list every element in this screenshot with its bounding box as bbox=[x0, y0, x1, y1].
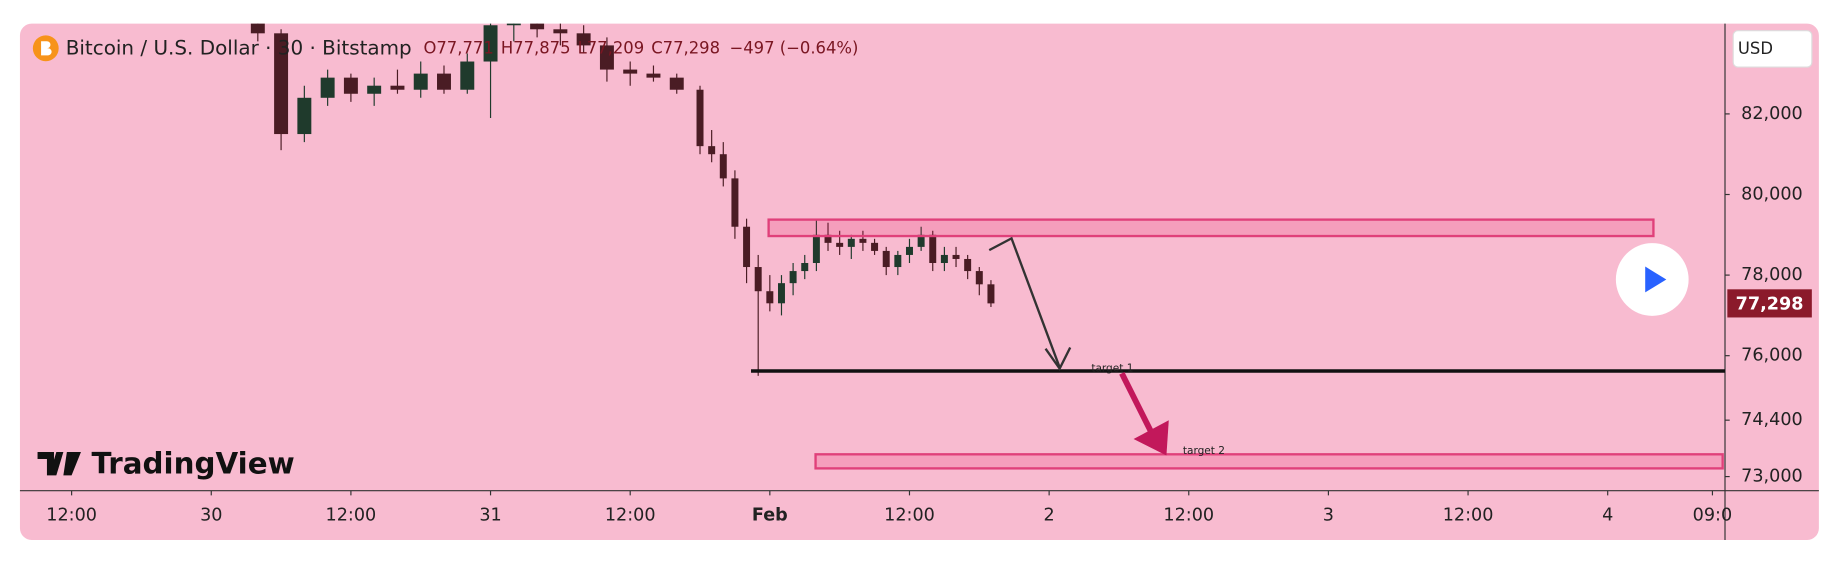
target-arrow-head bbox=[1133, 420, 1169, 456]
candle-body bbox=[483, 25, 498, 62]
x-tick-label: Feb bbox=[752, 505, 788, 525]
candle-body bbox=[987, 284, 995, 304]
play-icon[interactable] bbox=[1645, 266, 1667, 293]
candle-body bbox=[576, 33, 591, 46]
candle-body bbox=[743, 226, 751, 268]
candle-body bbox=[506, 23, 521, 26]
last-price-label: 77,298 bbox=[1736, 295, 1804, 315]
x-tick-label: 31 bbox=[479, 505, 501, 525]
chart-card bbox=[19, 23, 1819, 540]
header-change: −497 (−0.64%) bbox=[729, 38, 858, 57]
x-tick-label: 12:00 bbox=[46, 505, 97, 525]
y-tick-label: 82,000 bbox=[1741, 104, 1803, 124]
header-value: C77,298 bbox=[651, 38, 720, 57]
candle-body bbox=[599, 45, 614, 70]
x-tick-label: 3 bbox=[1323, 505, 1334, 525]
candle-body bbox=[917, 234, 925, 247]
candle-body bbox=[696, 89, 704, 147]
arrow-head bbox=[1044, 346, 1072, 371]
coin-glyph bbox=[41, 41, 52, 56]
candle-body bbox=[836, 242, 844, 247]
currency[interactable]: USD bbox=[1738, 39, 1773, 58]
candle-body bbox=[905, 246, 913, 255]
x-tick-label: 12:00 bbox=[884, 505, 935, 525]
candles bbox=[250, 23, 995, 376]
candle-body bbox=[801, 263, 809, 272]
x-tick-label: 09:0 bbox=[1693, 505, 1733, 525]
y-tick-label: 74,400 bbox=[1741, 410, 1803, 430]
candle-body bbox=[390, 85, 405, 90]
annotation: target 2 bbox=[1183, 445, 1225, 457]
logo-mark bbox=[37, 451, 81, 476]
candle-body bbox=[812, 234, 820, 264]
candle-body bbox=[894, 254, 902, 268]
x-tick-label: 2 bbox=[1044, 505, 1055, 525]
candle-body bbox=[859, 238, 867, 243]
candle-body bbox=[708, 146, 716, 155]
candle-body bbox=[646, 73, 661, 78]
x-tick-label: 12:00 bbox=[1163, 505, 1214, 525]
candle-body bbox=[413, 73, 428, 90]
currency-box[interactable] bbox=[1732, 30, 1813, 68]
candle-body bbox=[824, 234, 832, 243]
candle-body bbox=[929, 234, 937, 264]
candle-body bbox=[777, 283, 785, 304]
candle-body bbox=[367, 85, 382, 94]
header-value: H77,875 bbox=[501, 38, 571, 57]
chart-header: Bitcoin / U.S. Dollar · 30 · Bitstamp O77… bbox=[66, 35, 859, 59]
candle-body bbox=[530, 23, 545, 30]
x-tick-label: 12:00 bbox=[1443, 505, 1494, 525]
candle-body bbox=[731, 178, 739, 227]
x-tick-label: 4 bbox=[1602, 505, 1613, 525]
y-tick-label: 78,000 bbox=[1741, 265, 1803, 285]
candle-body bbox=[754, 267, 762, 292]
candle-body bbox=[789, 271, 797, 284]
header-value: O77,771 bbox=[423, 38, 493, 57]
candle-body bbox=[623, 69, 638, 74]
target-zone bbox=[814, 453, 1724, 470]
candle-body bbox=[882, 250, 890, 268]
annotation: target 1 bbox=[1091, 363, 1133, 375]
y-tick-label: 80,000 bbox=[1741, 185, 1803, 205]
x-tick-label: 30 bbox=[200, 505, 222, 525]
projection-arrow bbox=[988, 236, 1061, 368]
candle-body bbox=[274, 33, 289, 135]
candle-body bbox=[250, 23, 265, 34]
candle-body bbox=[871, 242, 879, 251]
candle-body bbox=[766, 291, 774, 304]
resistance-zone bbox=[767, 218, 1655, 238]
candle-body bbox=[343, 77, 358, 94]
x-tick-label: 12:00 bbox=[605, 505, 656, 525]
watermark: TradingView bbox=[92, 446, 295, 480]
chart-title: Bitcoin / U.S. Dollar · 30 · Bitstamp bbox=[66, 35, 412, 59]
candle-body bbox=[297, 97, 312, 135]
candle-body bbox=[437, 73, 451, 90]
y-tick-label: 73,000 bbox=[1741, 467, 1803, 487]
candle-body bbox=[719, 154, 727, 179]
header-value: L77,209 bbox=[578, 38, 645, 57]
candle-body bbox=[320, 77, 335, 98]
candle-body bbox=[460, 61, 475, 90]
last-price-box bbox=[1727, 289, 1812, 318]
y-tick-label: 76,000 bbox=[1741, 346, 1803, 366]
candle-body bbox=[553, 29, 568, 34]
candle-body bbox=[964, 258, 972, 272]
candle-body bbox=[669, 77, 684, 90]
candle-body bbox=[952, 254, 960, 259]
candle-body bbox=[940, 254, 948, 264]
target-arrow bbox=[1119, 372, 1155, 436]
x-tick-label: 12:00 bbox=[326, 505, 377, 525]
candle-body bbox=[847, 238, 855, 247]
candle-body bbox=[975, 271, 983, 285]
